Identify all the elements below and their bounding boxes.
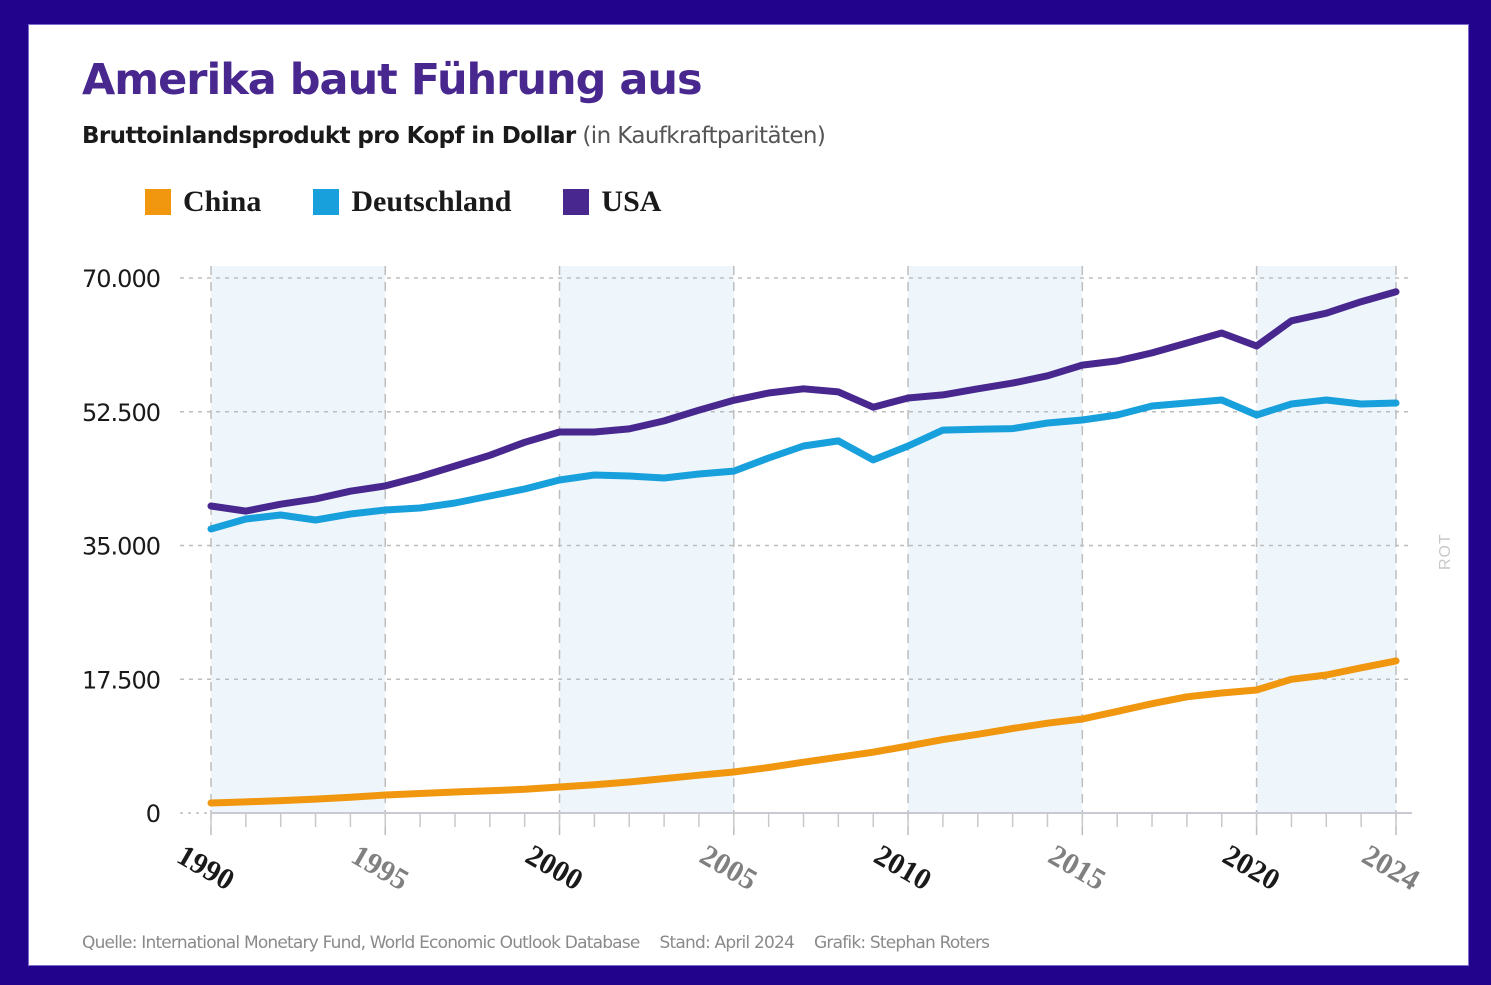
subtitle-main: Bruttoinlandsprodukt pro Kopf in Dollar — [82, 123, 576, 149]
y-tick-label: 35.000 — [82, 533, 160, 561]
legend-swatch-china — [145, 189, 171, 215]
legend-label-china: China — [183, 185, 262, 218]
chart-title: Amerika baut Führung aus — [82, 55, 703, 105]
x-tick-label: 2024 — [1357, 838, 1425, 897]
shaded-band — [211, 266, 386, 813]
legend-label-usa: USA — [601, 185, 662, 218]
gridlines — [180, 266, 1412, 841]
x-tick-label: 2005 — [694, 838, 762, 897]
x-tick-labels: 1990 1995 2000 2005 2010 2015 2020 2024 — [172, 838, 1425, 897]
legend-swatch-usa — [563, 189, 590, 215]
shaded-band — [559, 266, 734, 813]
shaded-bands — [211, 266, 1396, 813]
footer-credit: Grafik: Stephan Roters — [814, 933, 990, 953]
chart-subtitle: Bruttoinlandsprodukt pro Kopf in Dollar … — [82, 123, 826, 149]
subtitle-note: (in Kaufkraftparitäten) — [582, 123, 826, 149]
series-line-china — [207, 657, 1400, 807]
x-tick-label: 2000 — [520, 838, 588, 897]
footer-source: Quelle: International Monetary Fund, Wor… — [82, 933, 640, 953]
legend-label-deutschland: Deutschland — [351, 185, 512, 218]
shaded-band — [1256, 266, 1396, 813]
x-tick-label: 2010 — [869, 838, 937, 897]
series-lines — [207, 288, 1400, 807]
x-tick-label: 1990 — [172, 838, 240, 897]
legend-item-deutschland: Deutschland — [313, 185, 511, 219]
series-line-usa — [207, 288, 1400, 515]
footer-date: Stand: April 2024 — [659, 933, 795, 953]
legend-swatch-deutschland — [313, 189, 340, 215]
legend-item-usa: USA — [563, 185, 661, 219]
y-tick-label: 52.500 — [82, 399, 160, 427]
footer: Quelle: International Monetary Fund, Wor… — [82, 933, 1009, 953]
y-tick-label: 17.500 — [82, 666, 160, 694]
x-tick-label: 2015 — [1043, 838, 1111, 897]
series-line-deutschland — [207, 396, 1400, 533]
y-tick-label: 70.000 — [82, 265, 160, 293]
x-tick-label: 1995 — [346, 838, 414, 897]
y-tick-label: 0 — [146, 800, 160, 828]
legend: China Deutschland USA — [145, 185, 713, 219]
x-axis — [210, 812, 1412, 827]
y-tick-labels: 0 17.500 35.000 52.500 70.000 — [82, 265, 161, 828]
legend-item-china: China — [145, 185, 261, 219]
x-tick-label: 2020 — [1217, 838, 1285, 897]
